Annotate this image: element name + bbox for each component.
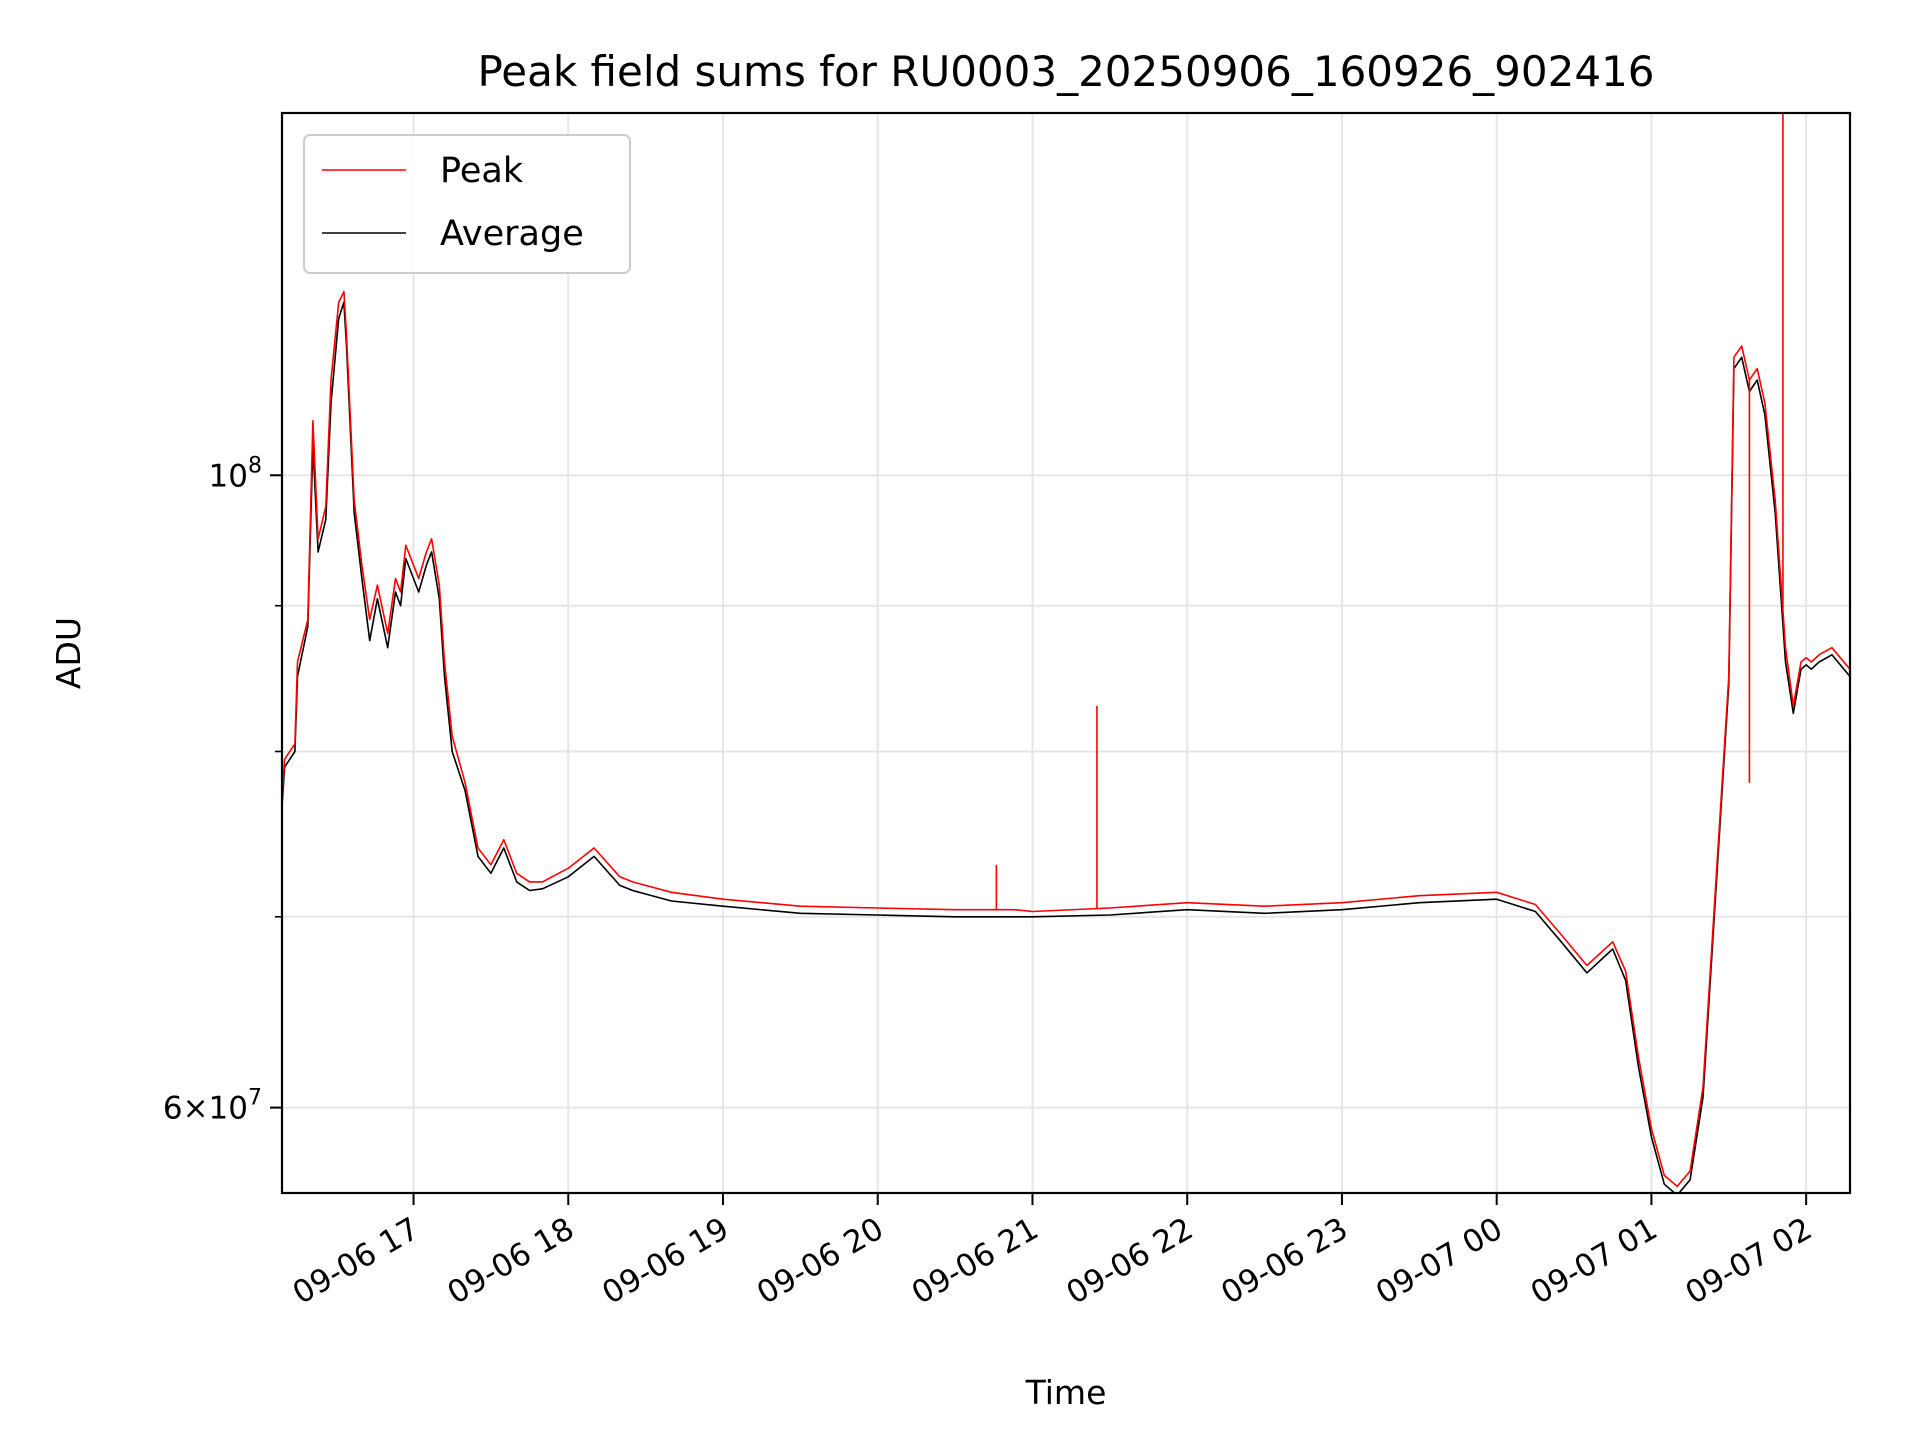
series-layer [282,113,1850,1193]
legend: Peak Average [303,134,631,274]
chart-title: Peak field sums for RU0003_20250906_1609… [477,47,1654,96]
legend-label-average: Average [440,214,584,254]
y-axis-ticks: 108 6×107 [163,453,282,1127]
x-axis-label: Time [1025,1373,1107,1412]
series-line-peak [282,290,1850,1188]
grid-lines [282,113,1850,1193]
y-tick-label: 6×107 [163,1086,262,1127]
plot-frame [280,111,1852,1195]
y-tick-label: 108 [209,453,262,494]
y-axis-label: ADU [49,617,88,689]
legend-label-peak: Peak [440,151,524,191]
